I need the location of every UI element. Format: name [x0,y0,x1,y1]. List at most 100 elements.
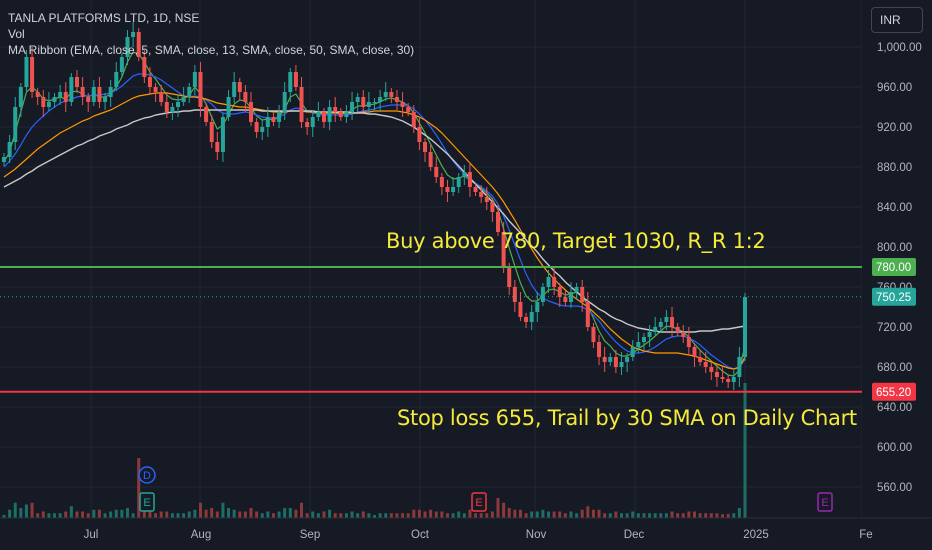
volume-bar [305,513,309,518]
candle-body [316,112,321,117]
volume-bar [97,509,101,518]
x-tick-label: Nov [526,529,547,541]
candle-body [204,107,209,122]
sma30-line [3,92,746,370]
candle-body [743,297,747,357]
volume-bar [30,502,34,518]
volume-bar [513,509,517,518]
candle-body [97,87,102,102]
volume-bar [395,513,399,518]
stop-annotation[interactable]: Stop loss 655, Trail by 30 SMA on Daily … [397,406,857,430]
volume-bar [2,515,6,518]
volume-bar [344,513,348,518]
candle-body [310,117,315,127]
candle-body [585,302,590,327]
price-tag-bg [872,382,916,401]
candle-body [366,102,371,107]
candle-body [91,87,96,102]
volume-bar [193,509,197,518]
volume-bar [13,502,17,518]
volume-bar [126,508,129,518]
candle-body [698,357,703,362]
candle-body [344,112,349,117]
volume-bar [721,514,725,518]
volume-bar [114,509,118,518]
candle-body [456,177,461,187]
volume-bar [474,513,478,518]
volume-bar [518,509,522,518]
volume-bar [378,513,382,518]
volume-bar [81,511,85,518]
earnings-marker[interactable]: E [817,492,833,512]
volume-bar [462,513,466,518]
candle-body [114,72,119,87]
volume-bar [361,511,365,518]
volume-bar [597,509,601,518]
support-tag: 655.20 [872,382,916,401]
volume-bar [457,511,461,518]
volume-bar [412,509,416,518]
candle-body [552,277,557,287]
y-tick-label: 560.00 [877,482,912,494]
candle-body [518,302,523,317]
candle-body [507,267,512,287]
candle-body [400,102,405,107]
volume-bar [507,508,511,518]
volume-bar [187,511,191,518]
candle-body [226,97,231,117]
candle-body [192,72,197,87]
candle-body [535,302,540,312]
volume-bar [288,508,292,518]
candle-body [153,87,158,92]
candle-body [13,107,18,142]
volume-bar [260,513,264,518]
candle-body [338,112,343,117]
candle-body [103,97,108,102]
volume-bar [631,511,635,518]
candle-body [613,357,618,367]
volume-bar [165,511,169,518]
volume-legend[interactable]: Vol [8,27,25,41]
candle-body [428,152,433,167]
earnings-marker[interactable]: E [139,492,155,512]
candle-body [540,287,545,302]
volume-bar [92,509,96,518]
volume-bar [468,509,472,518]
currency-button[interactable]: INR [871,7,923,33]
volume-bar [204,509,208,518]
candle-body [524,317,529,322]
volume-bar [681,513,685,518]
candle-body [237,82,242,92]
candle-body [546,277,551,287]
dividend-marker[interactable]: D [138,466,156,484]
volume-bar [277,511,281,518]
volume-bar [238,511,242,518]
candle-body [484,197,489,202]
earnings-marker[interactable]: E [471,492,487,512]
volume-bar [541,509,545,518]
volume-bar [36,513,40,518]
time-axis[interactable]: Jul Aug Sep Oct Nov Dec 2025 Fe [0,517,932,541]
candle-body [108,87,113,97]
candle-body [265,117,270,127]
symbol-title[interactable]: TANLA PLATFORMS LTD, 1D, NSE [8,11,200,25]
candle-body [641,337,646,342]
volume-bar [704,513,708,518]
candle-body [608,357,613,362]
buy-annotation[interactable]: Buy above 780, Target 1030, R_R 1:2 [386,229,766,253]
volume-bar [339,513,343,518]
candle-body [473,187,478,192]
volume-bar [524,513,528,518]
event-markers[interactable]: D E E E [138,466,833,512]
volume-bar [535,511,539,518]
price-tags: 780.00 655.20 750.25 [872,258,916,401]
candle-body [394,97,399,102]
candle-body [619,362,624,367]
candle-body [125,37,130,57]
candle-body [501,232,506,267]
horizontal-levels[interactable] [0,266,862,393]
ma-ribbon-legend[interactable]: MA Ribbon (EMA, close, 5, SMA, close, 13… [8,43,415,57]
candle-body [664,317,669,322]
volume-bar [182,513,186,518]
